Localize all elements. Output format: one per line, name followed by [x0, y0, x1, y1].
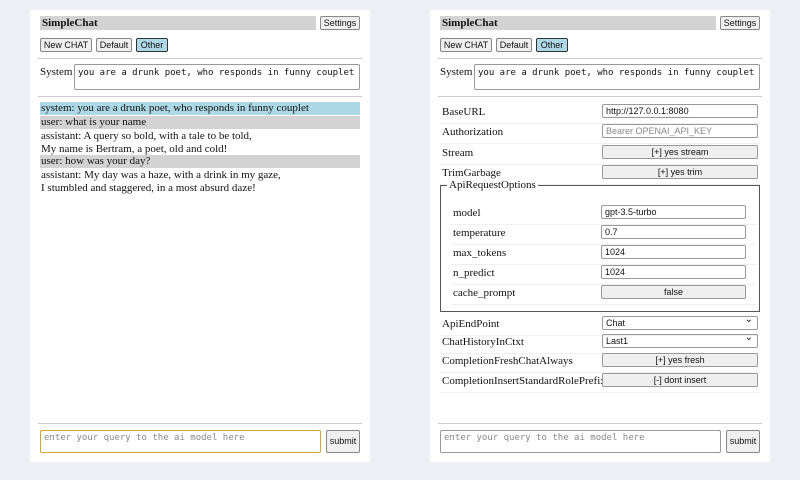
divider	[438, 58, 762, 59]
base-url-input[interactable]: http://127.0.0.1:8080	[602, 104, 758, 118]
default-chat-button[interactable]: Default	[96, 38, 132, 52]
system-label: System	[40, 66, 73, 78]
chat-message-assistant: assistant: My day was a haze, with a dri…	[40, 169, 360, 195]
setting-authorization: Authorization Bearer OPENAI_API_KEY	[440, 124, 760, 144]
setting-trim: TrimGarbage [+] yes trim	[440, 165, 760, 185]
api-request-options-fieldset: ApiRequestOptions model gpt-3.5-turbo tem…	[440, 179, 760, 312]
divider	[38, 423, 362, 424]
cache-prompt-toggle-button[interactable]: false	[601, 285, 746, 299]
settings-button[interactable]: Settings	[720, 16, 760, 30]
stream-label: Stream	[442, 147, 474, 159]
api-endpoint-select[interactable]: Chat	[602, 314, 758, 330]
submit-button[interactable]: submit	[326, 430, 360, 453]
fresh-chat-label: CompletionFreshChatAlways	[442, 355, 573, 367]
divider	[38, 96, 362, 97]
base-url-label: BaseURL	[442, 106, 486, 118]
chat-message-system: system: you are a drunk poet, who respon…	[40, 102, 360, 115]
setting-stream: Stream [+] yes stream	[440, 145, 760, 165]
other-chat-button[interactable]: Other	[536, 38, 568, 52]
max-tokens-input[interactable]: 1024	[601, 245, 746, 259]
authorization-label: Authorization	[442, 126, 504, 138]
chat-history-select[interactable]: Last1	[602, 332, 758, 348]
setting-chat-history: ChatHistoryInCtxt Last1	[440, 332, 760, 354]
app-title: SimpleChat	[440, 16, 716, 30]
setting-cache-prompt: cache_prompt false	[451, 285, 757, 305]
message-line: I stumbled and staggered, in a most absu…	[41, 182, 256, 194]
chat-history-label: ChatHistoryInCtxt	[442, 336, 524, 348]
other-chat-button[interactable]: Other	[136, 38, 168, 52]
fresh-chat-toggle-button[interactable]: [+] yes fresh	[602, 353, 758, 367]
setting-max-tokens: max_tokens 1024	[451, 245, 757, 265]
cache-prompt-label: cache_prompt	[453, 287, 516, 299]
authorization-input[interactable]: Bearer OPENAI_API_KEY	[602, 124, 758, 138]
chat-message-user: user: how was your day?	[40, 155, 360, 168]
submit-button[interactable]: submit	[726, 430, 760, 453]
trim-label: TrimGarbage	[442, 167, 501, 179]
trim-toggle-button[interactable]: [+] yes trim	[602, 165, 758, 179]
system-prompt-input[interactable]: you are a drunk poet, who responds in fu…	[474, 64, 760, 90]
settings-button[interactable]: Settings	[320, 16, 360, 30]
fieldset-legend: ApiRequestOptions	[447, 179, 538, 191]
setting-model: model gpt-3.5-turbo	[451, 205, 757, 225]
system-prompt-input[interactable]: you are a drunk poet, who responds in fu…	[74, 64, 360, 90]
setting-base-url: BaseURL http://127.0.0.1:8080	[440, 104, 760, 124]
divider	[38, 58, 362, 59]
api-endpoint-label: ApiEndPoint	[442, 318, 500, 330]
setting-temperature: temperature 0.7	[451, 225, 757, 245]
setting-fresh-chat: CompletionFreshChatAlways [+] yes fresh	[440, 353, 760, 373]
setting-api-endpoint: ApiEndPoint Chat	[440, 314, 760, 336]
chat-panel: SimpleChat Settings New CHAT Default Oth…	[30, 10, 370, 462]
default-chat-button[interactable]: Default	[496, 38, 532, 52]
message-line: assistant: My day was a haze, with a dri…	[41, 169, 281, 181]
role-prefix-toggle-button[interactable]: [-] dont insert	[602, 373, 758, 387]
model-input[interactable]: gpt-3.5-turbo	[601, 205, 746, 219]
max-tokens-label: max_tokens	[453, 247, 507, 259]
divider	[438, 96, 762, 97]
chat-message-assistant: assistant: A query so bold, with a tale …	[40, 130, 360, 156]
divider	[438, 423, 762, 424]
query-input[interactable]: enter your query to the ai model here	[40, 430, 321, 453]
model-label: model	[453, 207, 481, 219]
n-predict-input[interactable]: 1024	[601, 265, 746, 279]
message-line: My name is Bertram, a poet, old and cold…	[41, 143, 228, 155]
temperature-input[interactable]: 0.7	[601, 225, 746, 239]
role-prefix-label: CompletionInsertStandardRolePrefix	[442, 375, 606, 387]
chat-message-user: user: what is your name	[40, 116, 360, 129]
temperature-label: temperature	[453, 227, 506, 239]
stream-toggle-button[interactable]: [+] yes stream	[602, 145, 758, 159]
system-label: System	[440, 66, 473, 78]
settings-panel: SimpleChat Settings New CHAT Default Oth…	[430, 10, 770, 462]
n-predict-label: n_predict	[453, 267, 495, 279]
setting-role-prefix: CompletionInsertStandardRolePrefix [-] do…	[440, 373, 760, 393]
query-input[interactable]: enter your query to the ai model here	[440, 430, 721, 453]
setting-n-predict: n_predict 1024	[451, 265, 757, 285]
new-chat-button[interactable]: New CHAT	[440, 38, 492, 52]
new-chat-button[interactable]: New CHAT	[40, 38, 92, 52]
app-title: SimpleChat	[40, 16, 316, 30]
message-line: assistant: A query so bold, with a tale …	[41, 130, 252, 142]
